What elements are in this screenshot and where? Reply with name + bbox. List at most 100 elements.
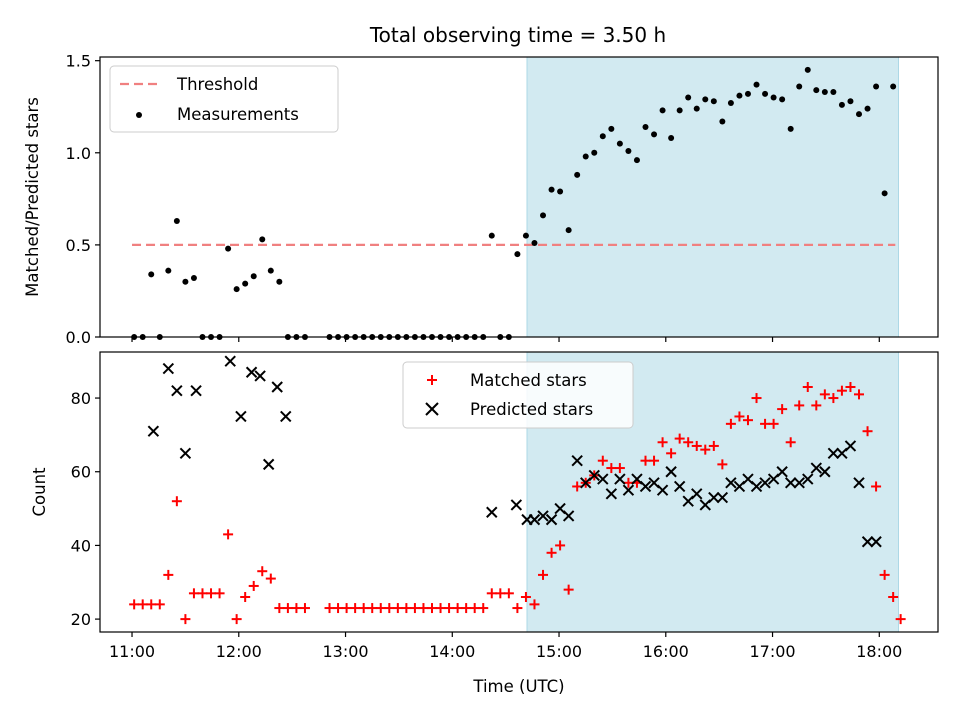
predicted-point-b — [486, 506, 498, 518]
measurement-point — [625, 147, 632, 154]
predicted-point-b — [537, 510, 549, 522]
predicted-point-b — [528, 513, 541, 526]
matched-point — [717, 459, 728, 470]
matched-point — [409, 603, 420, 614]
measurement-point — [719, 118, 726, 125]
predicted-point — [605, 488, 618, 500]
predicted-point-b — [665, 466, 677, 478]
matched-point — [358, 603, 369, 614]
predicted-point-b — [784, 477, 797, 489]
matched-point — [674, 433, 685, 444]
matched-point — [324, 603, 335, 614]
predicted-point-b — [224, 355, 236, 367]
predicted-point — [776, 466, 788, 478]
predicted-point — [673, 480, 686, 493]
measurement-point — [821, 89, 828, 95]
predicted-point-b — [742, 473, 754, 485]
measurement-point — [762, 90, 769, 97]
predicted-point-b — [750, 480, 763, 493]
predicted-point — [853, 477, 865, 489]
matched-point — [862, 426, 873, 437]
measurement-point — [242, 280, 249, 287]
measurement-point — [616, 140, 623, 147]
measurement-point — [190, 275, 197, 282]
y-tick-label: 0.0 — [66, 328, 91, 347]
matched-point — [520, 592, 531, 602]
matched-point — [649, 455, 660, 466]
legend: Threshold Measurements — [109, 65, 339, 133]
predicted-point-b — [179, 447, 192, 460]
predicted-point — [784, 477, 797, 489]
predicted-point-b — [562, 510, 575, 522]
predicted-point — [179, 447, 192, 460]
predicted-point-b — [691, 488, 703, 500]
matched-point — [666, 448, 677, 459]
measurement-point — [267, 267, 274, 274]
matched-point — [819, 389, 830, 400]
predicted-point-b — [844, 440, 857, 452]
predicted-point — [827, 447, 840, 460]
predicted-point-b — [235, 410, 247, 423]
measurement-point — [770, 94, 777, 101]
matched-point — [282, 603, 293, 614]
predicted-point — [597, 473, 609, 485]
matched-point — [683, 437, 694, 448]
measurement-point — [276, 278, 283, 285]
matched-point — [597, 455, 608, 466]
x-tick-label: 17:00 — [749, 642, 795, 661]
predicted-point — [716, 491, 729, 504]
matched-point — [367, 603, 378, 614]
matched-point — [392, 603, 403, 614]
predicted-point-b — [725, 477, 737, 489]
measurement-point — [599, 133, 606, 140]
x-axis-label: Time (UTC) — [472, 677, 564, 696]
predicted-point — [528, 513, 541, 526]
measurement-point — [591, 149, 598, 156]
matched-point — [742, 415, 753, 426]
chart-title: Total observing time = 3.50 h — [369, 23, 666, 47]
x-tick-label: 12:00 — [216, 642, 262, 661]
matched-point — [895, 614, 906, 625]
matched-point — [188, 588, 199, 599]
predicted-point — [245, 366, 258, 378]
predicted-point-b — [810, 462, 823, 474]
measurement-point — [557, 188, 564, 195]
measurement-point — [540, 212, 547, 219]
predicted-point-b — [571, 454, 583, 467]
measurement-point — [676, 107, 683, 114]
predicted-point-b — [254, 370, 266, 382]
matched-point — [375, 603, 386, 614]
predicted-point — [162, 362, 175, 375]
x-tick-label: 18:00 — [856, 642, 902, 661]
legend-box — [109, 65, 339, 133]
measurement-point — [830, 89, 837, 95]
predicted-point — [725, 477, 737, 489]
measurement-point — [668, 135, 675, 142]
measurement-point — [608, 125, 615, 132]
matched-point — [538, 569, 549, 580]
measurement-point — [651, 131, 658, 138]
predicted-point — [844, 440, 857, 452]
bottom-panel: 20 40 60 80 11:00 12:00 13:00 14:00 15:00 16:00 17… — [30, 351, 939, 696]
matched-point — [529, 599, 540, 610]
predicted-point-b — [853, 477, 865, 489]
y-axis-label: Matched/Predicted stars — [23, 97, 42, 297]
matched-point — [691, 440, 702, 451]
measurement-point — [225, 245, 232, 252]
matched-point — [291, 603, 302, 614]
measurement-point — [488, 232, 495, 239]
measurement-point — [804, 66, 811, 73]
matched-point — [265, 573, 276, 584]
predicted-point-b — [716, 491, 729, 504]
matched-point — [350, 603, 361, 614]
measurement-point — [633, 157, 640, 164]
legend: Matched stars Predicted stars — [402, 361, 634, 429]
legend-label-predicted: Predicted stars — [470, 400, 593, 419]
predicted-point — [614, 473, 626, 485]
matched-point — [836, 385, 847, 396]
predicted-point — [750, 480, 763, 493]
matched-point — [854, 389, 865, 400]
predicted-point — [639, 480, 652, 493]
y-tick-label: 1.5 — [66, 52, 91, 71]
